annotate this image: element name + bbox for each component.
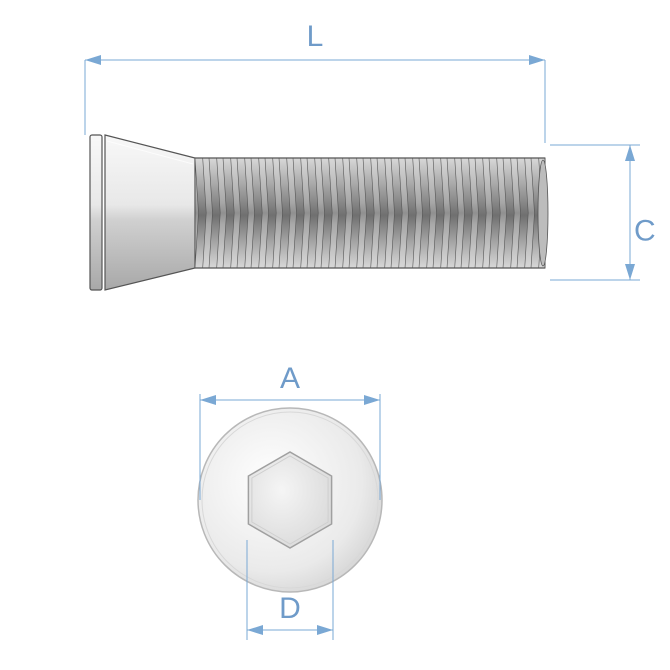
technical-drawing: L C A D [0, 0, 670, 670]
screw-face-view [198, 408, 382, 592]
svg-text:L: L [307, 20, 324, 53]
svg-text:A: A [280, 362, 300, 395]
svg-text:C: C [634, 215, 656, 248]
dimension-C: C [550, 145, 656, 280]
dimension-L: L [85, 20, 545, 143]
screw-side-view [90, 135, 548, 290]
svg-text:D: D [279, 592, 301, 625]
